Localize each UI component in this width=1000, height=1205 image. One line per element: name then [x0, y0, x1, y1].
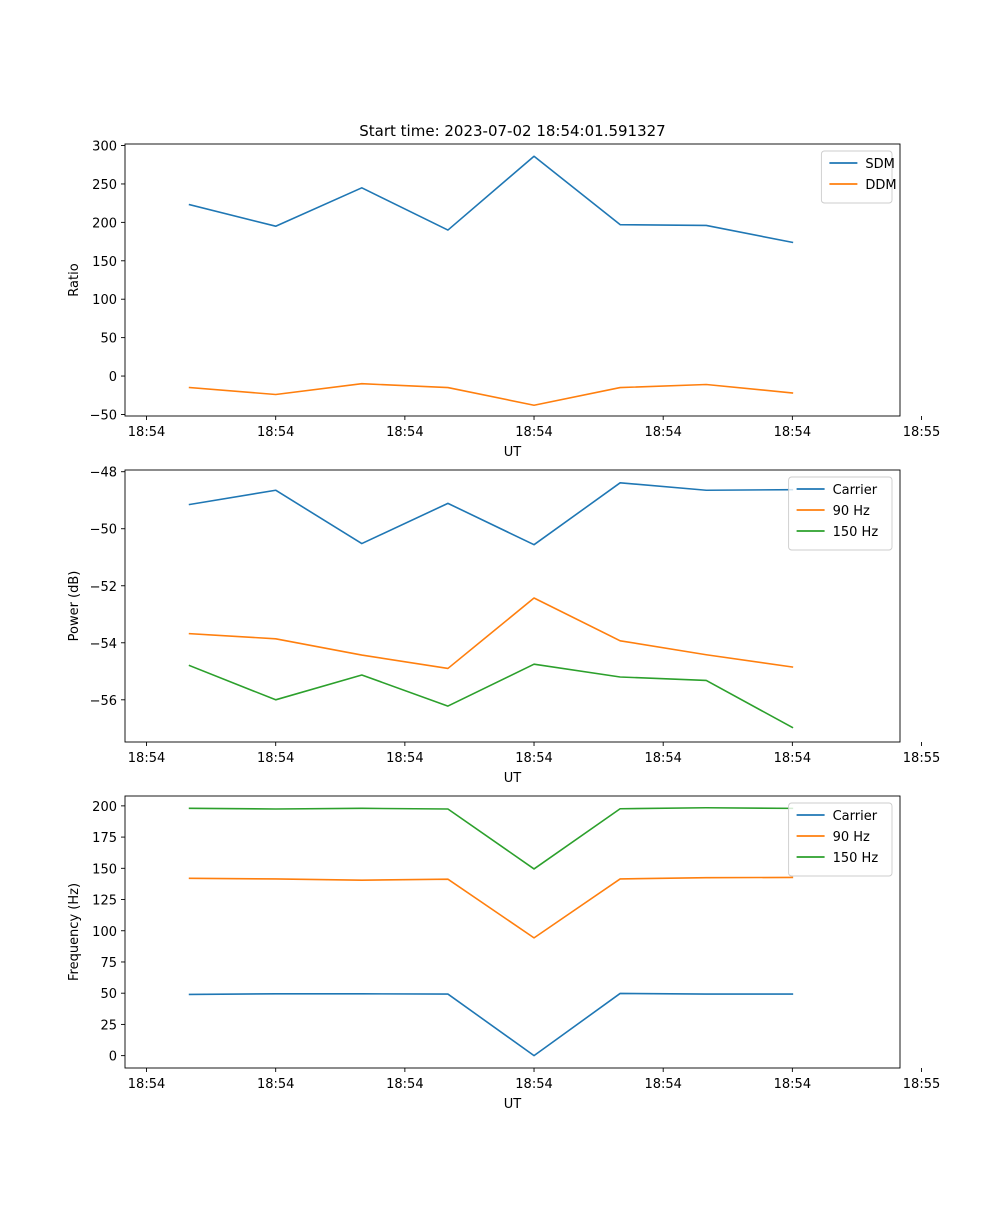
y-tick-label: 50	[100, 987, 117, 1002]
y-tick-label: −54	[90, 637, 117, 652]
series-line-90-hz	[188, 876, 794, 939]
series-line-ddm	[188, 382, 794, 407]
legend-label: Carrier	[833, 483, 878, 498]
y-tick-label: 150	[92, 862, 117, 877]
chart-title: Start time: 2023-07-02 18:54:01.591327	[359, 122, 665, 140]
axes-frame	[124, 143, 901, 417]
y-tick-label: 175	[92, 831, 117, 846]
y-tick-label: 0	[109, 1050, 117, 1065]
x-tick-label: 18:54	[257, 1077, 294, 1092]
x-tick-label: 18:54	[774, 425, 811, 440]
series-line-90-hz	[188, 597, 794, 670]
y-axis-label: Frequency (Hz)	[67, 883, 82, 981]
legend-label: 90 Hz	[833, 830, 870, 845]
y-tick-label: −56	[90, 694, 117, 709]
legend-label: 150 Hz	[833, 525, 879, 540]
x-axis-label: UT	[504, 771, 522, 786]
x-axis-label: UT	[504, 445, 522, 460]
axes-3: 18:54 18:54 18:54 18:54 18:54 18:54 18:55 0 25 50…	[67, 795, 940, 1112]
y-tick-label: −50	[90, 408, 117, 423]
axes-2: 18:54 18:54 18:54 18:54 18:54 18:54 18:55 −56 −5…	[67, 466, 940, 786]
x-tick-label: 18:54	[128, 425, 165, 440]
y-axis-label: Ratio	[67, 263, 82, 296]
y-tick-label: −52	[90, 580, 117, 595]
x-tick-label: 18:54	[644, 425, 681, 440]
legend-label: SDM	[865, 157, 894, 172]
x-tick-label: 18:55	[903, 1077, 940, 1092]
x-tick-label: 18:54	[515, 751, 552, 766]
x-tick-label: 18:54	[644, 1077, 681, 1092]
y-tick-label: 125	[92, 894, 117, 909]
x-tick-label: 18:54	[257, 425, 294, 440]
legend: Carrier 90 Hz 150 Hz	[788, 476, 893, 551]
y-tick-label: 300	[92, 140, 117, 155]
y-tick-label: 200	[92, 216, 117, 231]
legend: SDM DDM	[820, 150, 897, 204]
x-tick-label: 18:54	[644, 751, 681, 766]
x-tick-label: 18:54	[386, 1077, 423, 1092]
x-tick-label: 18:54	[128, 1077, 165, 1092]
series-line-carrier	[188, 992, 794, 1057]
x-tick-label: 18:54	[774, 1077, 811, 1092]
y-tick-label: 75	[100, 956, 117, 971]
axes-1: Start time: 2023-07-02 18:54:01.591327 18…	[67, 122, 940, 460]
series-line-150-hz	[188, 806, 794, 870]
y-tick-label: 100	[92, 925, 117, 940]
x-tick-label: 18:54	[386, 425, 423, 440]
y-tick-label: 250	[92, 178, 117, 193]
legend: Carrier 90 Hz 150 Hz	[788, 802, 893, 877]
y-tick-label: 50	[100, 332, 117, 347]
x-axis-label: UT	[504, 1097, 522, 1112]
y-tick-label: 25	[100, 1018, 117, 1033]
y-tick-label: −50	[90, 523, 117, 538]
x-tick-label: 18:54	[515, 425, 552, 440]
axes-frame	[124, 795, 901, 1069]
y-tick-label: 150	[92, 255, 117, 270]
y-tick-label: −48	[90, 466, 117, 481]
y-tick-label: 0	[109, 370, 117, 385]
x-tick-label: 18:54	[257, 751, 294, 766]
x-tick-label: 18:55	[903, 425, 940, 440]
x-tick-label: 18:54	[774, 751, 811, 766]
legend-label: DDM	[865, 178, 896, 193]
x-tick-label: 18:54	[515, 1077, 552, 1092]
series-line-150-hz	[188, 663, 794, 729]
series-line-sdm	[188, 155, 794, 244]
legend-label: Carrier	[833, 809, 878, 824]
series-line-carrier	[188, 482, 794, 546]
x-tick-label: 18:54	[386, 751, 423, 766]
y-tick-label: 200	[92, 800, 117, 815]
y-axis-label: Power (dB)	[67, 571, 82, 642]
legend-label: 150 Hz	[833, 851, 879, 866]
x-tick-label: 18:54	[128, 751, 165, 766]
x-tick-label: 18:55	[903, 751, 940, 766]
legend-box	[820, 150, 893, 204]
legend-label: 90 Hz	[833, 504, 870, 519]
axes-frame	[124, 469, 901, 743]
y-tick-label: 100	[92, 293, 117, 308]
